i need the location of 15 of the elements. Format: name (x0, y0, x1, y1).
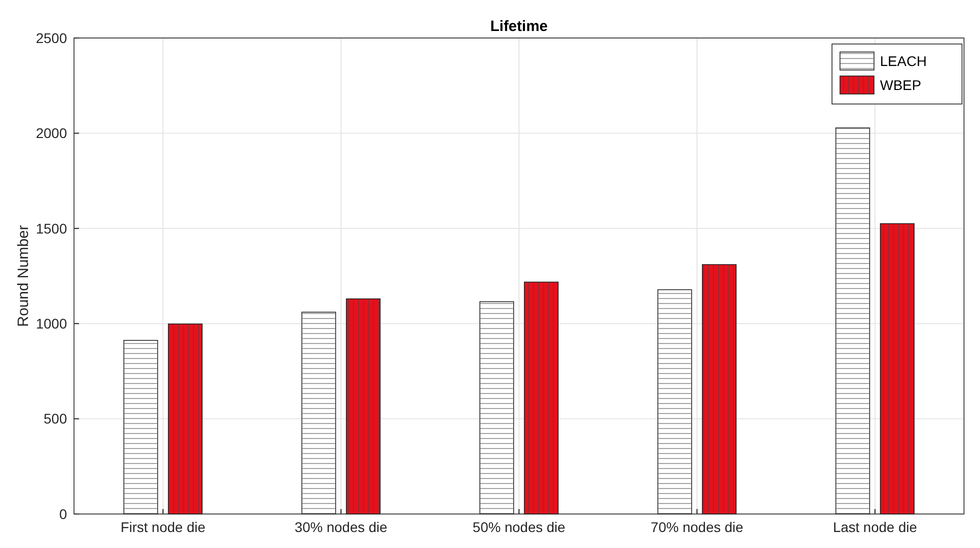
x-tick-label: 50% nodes die (472, 519, 566, 535)
x-tick-label: Last node die (832, 519, 918, 535)
chart-title: Lifetime (490, 18, 548, 35)
y-tick-label: 1500 (36, 220, 68, 236)
x-tick-label: First node die (120, 519, 206, 535)
x-tick-label: 30% nodes die (294, 519, 388, 535)
legend-label: LEACH (880, 52, 927, 69)
x-tick-label: 70% nodes die (650, 519, 744, 535)
y-tick-label: 1000 (36, 316, 68, 332)
y-tick-label: 0 (59, 506, 68, 522)
y-tick-label: 2000 (36, 125, 68, 142)
legend-label: WBEP (880, 76, 922, 93)
y-axis-title: Round Number (15, 225, 32, 327)
y-tick-label: 500 (44, 410, 68, 427)
y-tick-label: 2500 (36, 30, 68, 46)
